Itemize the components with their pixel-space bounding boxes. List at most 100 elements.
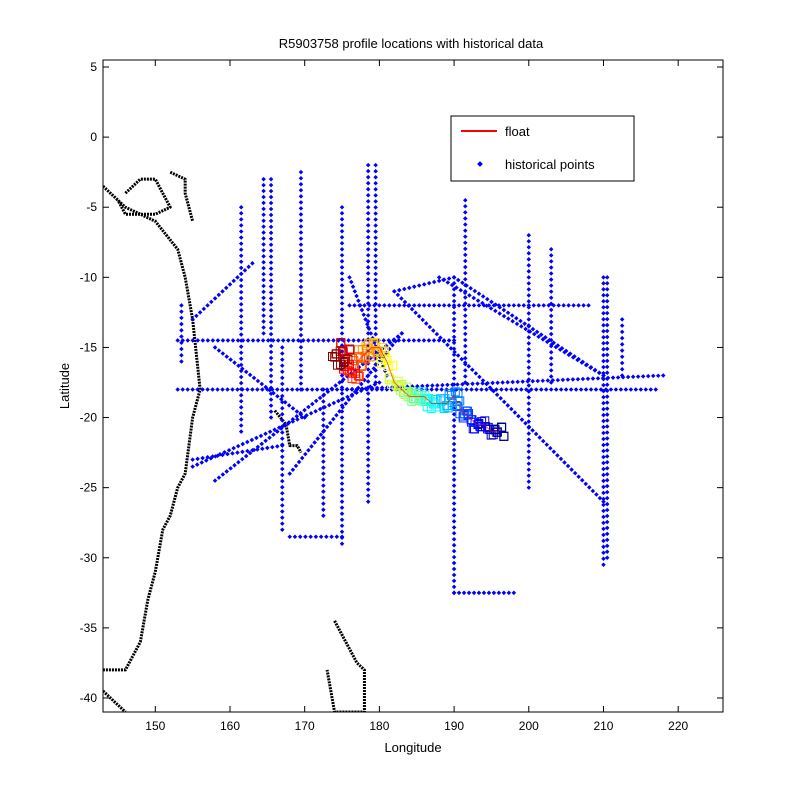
historical-point [268, 254, 274, 259]
historical-point [263, 438, 268, 444]
historical-point [604, 418, 610, 423]
historical-point [601, 364, 606, 370]
legend-float-label: float [505, 124, 530, 139]
historical-point [653, 387, 659, 392]
historical-point [451, 334, 457, 340]
float-profile-marker [382, 356, 392, 366]
historical-point [267, 429, 273, 435]
historical-point [260, 338, 266, 343]
historical-point [501, 307, 507, 313]
historical-point [298, 381, 304, 386]
historical-point [463, 270, 468, 276]
historical-point [526, 257, 532, 262]
historical-point [537, 435, 542, 440]
historical-point [251, 375, 257, 381]
historical-point [280, 466, 285, 472]
historical-point [486, 303, 492, 308]
historical-point [265, 445, 270, 451]
historical-point [321, 501, 326, 506]
historical-point [588, 387, 594, 392]
historical-point [451, 584, 457, 590]
historical-point [280, 454, 285, 460]
historical-point [317, 395, 323, 401]
historical-point [298, 302, 304, 308]
historical-point [548, 301, 554, 307]
historical-point [339, 445, 345, 450]
historical-point [379, 385, 385, 391]
historical-point [232, 463, 237, 468]
historical-point [434, 387, 439, 392]
historical-point [604, 436, 610, 441]
historical-point [321, 393, 326, 398]
historical-point [455, 353, 461, 358]
historical-point [315, 436, 321, 441]
historical-point [451, 590, 457, 596]
historical-point [601, 499, 606, 504]
historical-point [373, 235, 378, 240]
historical-point [339, 529, 345, 534]
historical-point [265, 338, 271, 343]
historical-point [470, 381, 475, 387]
historical-point [601, 436, 606, 442]
historical-point [548, 387, 554, 392]
historical-point [298, 248, 304, 253]
historical-point [298, 351, 304, 356]
historical-point [310, 401, 315, 407]
historical-point [373, 301, 378, 307]
historical-point [601, 544, 606, 550]
historical-point [604, 275, 610, 280]
historical-point [365, 367, 371, 372]
historical-point [321, 435, 326, 440]
historical-point [268, 415, 274, 420]
historical-point [643, 387, 649, 392]
historical-point [473, 371, 479, 376]
historical-point [451, 536, 457, 542]
historical-point [339, 210, 345, 216]
historical-point [548, 289, 554, 294]
historical-point [523, 420, 528, 426]
historical-point [381, 338, 386, 343]
historical-point [280, 448, 285, 453]
historical-point [485, 380, 490, 386]
historical-point [526, 281, 532, 286]
historical-point [349, 393, 355, 398]
historical-point [225, 338, 231, 343]
historical-point [604, 549, 610, 555]
historical-point [522, 321, 527, 326]
historical-point [604, 454, 610, 459]
chart-title: R5903758 profile locations with historic… [279, 36, 544, 51]
historical-point [604, 322, 610, 328]
historical-point [619, 335, 625, 341]
historical-point [536, 303, 542, 308]
historical-point [501, 590, 507, 596]
historical-point [261, 331, 266, 336]
historical-point [458, 287, 464, 293]
historical-point [321, 483, 326, 488]
historical-point [526, 473, 532, 478]
historical-point [261, 242, 266, 247]
historical-point [491, 590, 497, 596]
historical-point [210, 338, 216, 343]
historical-point [261, 325, 266, 330]
historical-point [451, 483, 457, 488]
historical-point [500, 380, 505, 385]
historical-point [373, 331, 378, 337]
historical-point [275, 393, 280, 399]
historical-point [331, 338, 336, 343]
historical-point [446, 303, 452, 308]
historical-point [261, 313, 266, 318]
historical-point [275, 444, 280, 449]
historical-point [321, 459, 326, 464]
historical-point [373, 271, 378, 277]
historical-point [365, 283, 371, 288]
historical-point [286, 420, 292, 425]
historical-point [280, 338, 286, 343]
coastline-segment [103, 185, 202, 672]
historical-point [451, 489, 457, 494]
historical-point [271, 432, 276, 437]
historical-point [339, 325, 345, 330]
historical-point [533, 431, 539, 437]
historical-point [306, 404, 311, 410]
